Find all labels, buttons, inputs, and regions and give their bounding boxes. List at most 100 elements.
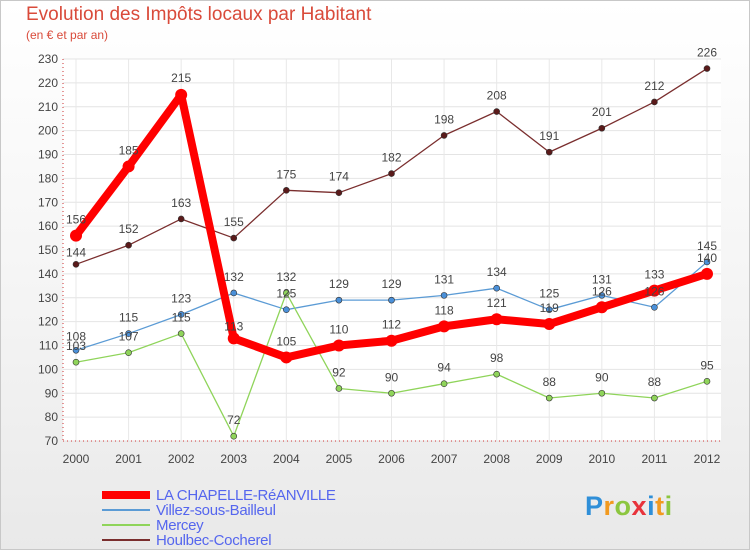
- data-label: 119: [540, 301, 559, 315]
- logo-letter: x: [631, 491, 648, 521]
- data-label: 90: [385, 370, 399, 384]
- y-tick-label: 210: [38, 100, 58, 114]
- data-point: [440, 132, 448, 139]
- y-tick-label: 160: [38, 219, 58, 233]
- data-label: 90: [595, 370, 609, 384]
- data-point: [545, 148, 553, 156]
- legend-item: Houlbec-Cocherel: [102, 532, 272, 549]
- data-point: [283, 187, 290, 194]
- data-point: [230, 234, 238, 242]
- data-point: [125, 349, 132, 356]
- data-point: [72, 261, 80, 268]
- data-label: 94: [437, 361, 451, 375]
- data-point: [125, 330, 132, 337]
- data-point: [177, 330, 185, 337]
- data-label: 88: [648, 375, 662, 389]
- data-point: [388, 296, 395, 304]
- data-point: [72, 346, 80, 354]
- data-label: 212: [644, 79, 664, 93]
- data-point: [385, 334, 398, 347]
- legend-swatch: [102, 509, 150, 511]
- data-point: [283, 289, 290, 297]
- data-label: 129: [329, 277, 349, 291]
- data-label: 140: [697, 251, 717, 265]
- data-point: [177, 215, 185, 223]
- y-tick-label: 70: [45, 434, 59, 448]
- data-label: 215: [171, 71, 191, 85]
- y-tick-label: 130: [38, 291, 58, 305]
- data-label: 201: [592, 105, 612, 119]
- data-label: 208: [487, 89, 507, 103]
- data-label: 123: [171, 291, 191, 305]
- data-label: 98: [490, 351, 504, 365]
- legend-swatch: [102, 491, 150, 499]
- y-tick-label: 220: [38, 76, 58, 90]
- y-tick-label: 200: [38, 124, 58, 138]
- chart-title: Evolution des Impôts locaux par Habitant: [26, 4, 372, 25]
- data-point: [388, 389, 395, 397]
- data-point: [175, 88, 188, 101]
- data-label: 126: [644, 284, 664, 298]
- y-tick-label: 140: [38, 267, 58, 281]
- data-label: 72: [227, 413, 241, 427]
- data-label: 88: [543, 375, 557, 389]
- data-label: 121: [487, 296, 507, 310]
- x-tick-label: 2007: [431, 452, 458, 466]
- y-tick-label: 150: [38, 243, 58, 257]
- data-point: [280, 351, 293, 364]
- data-label: 115: [172, 311, 191, 325]
- x-tick-label: 2011: [642, 452, 668, 466]
- legend-item: LA CHAPELLE-RéANVILLE: [102, 486, 336, 504]
- legend-label: Mercey: [156, 516, 204, 534]
- logo-letter: P: [585, 491, 604, 521]
- y-tick-label: 230: [38, 52, 58, 66]
- x-tick-label: 2006: [378, 452, 405, 466]
- data-label: 131: [592, 272, 612, 286]
- data-point: [545, 394, 553, 402]
- data-label: 108: [66, 329, 86, 343]
- x-tick-label: 2002: [168, 452, 195, 466]
- x-tick-label: 2004: [273, 452, 300, 466]
- legend-label: LA CHAPELLE-RéANVILLE: [156, 486, 336, 504]
- data-point: [545, 306, 553, 313]
- y-tick-label: 170: [38, 195, 58, 209]
- data-point: [493, 108, 500, 115]
- data-label: 125: [276, 287, 296, 301]
- data-label: 134: [487, 265, 507, 279]
- data-label: 105: [276, 334, 296, 348]
- data-point: [122, 160, 135, 173]
- data-point: [651, 98, 658, 106]
- data-label: 156: [66, 213, 86, 227]
- data-label: 107: [119, 330, 139, 344]
- data-point: [440, 292, 448, 299]
- y-tick-label: 90: [45, 386, 59, 400]
- data-label: 110: [329, 323, 348, 337]
- data-label: 92: [332, 365, 346, 379]
- x-tick-label: 2012: [694, 452, 721, 466]
- data-label: 152: [119, 222, 139, 236]
- logo-letter: o: [614, 491, 632, 521]
- data-point: [493, 284, 500, 292]
- data-label: 118: [435, 303, 454, 317]
- data-point: [70, 229, 82, 242]
- x-tick-label: 2000: [63, 452, 90, 466]
- data-label: 115: [119, 311, 138, 325]
- data-label: 226: [697, 46, 717, 60]
- data-point: [230, 432, 238, 440]
- logo-letter: i: [664, 491, 673, 521]
- legend-item: Villez-sous-Bailleul: [102, 502, 276, 519]
- data-point: [493, 370, 500, 378]
- y-tick-label: 110: [39, 339, 58, 353]
- data-label: 132: [276, 270, 296, 284]
- data-label: 175: [276, 167, 296, 181]
- logo-letter: t: [655, 491, 665, 521]
- data-point: [438, 320, 451, 333]
- data-label: 185: [119, 143, 139, 157]
- data-point: [332, 339, 345, 352]
- legend-swatch: [102, 524, 150, 526]
- data-point: [703, 378, 711, 385]
- data-label: 198: [434, 112, 454, 126]
- data-label: 95: [700, 358, 714, 372]
- logo-letter: i: [647, 491, 656, 521]
